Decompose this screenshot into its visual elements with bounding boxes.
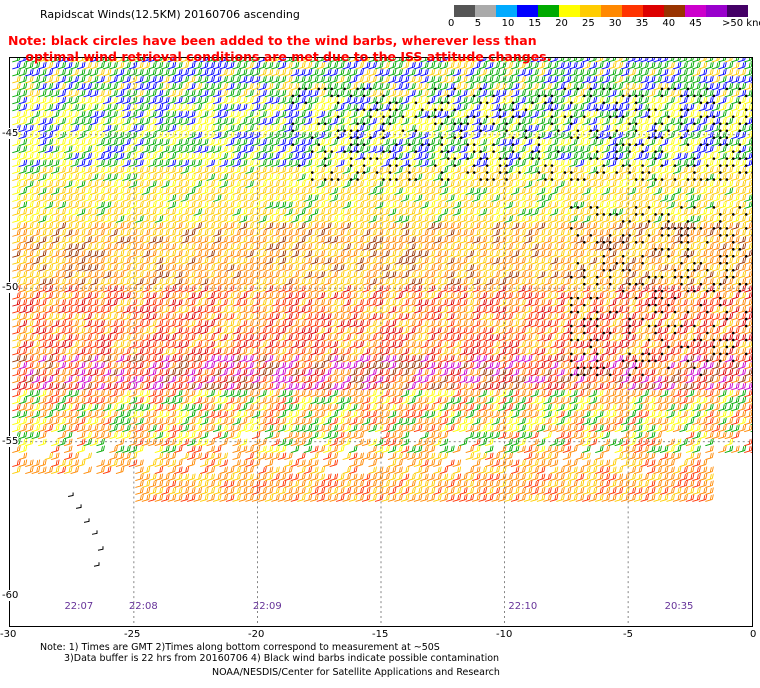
longitude-label: -25 — [124, 629, 141, 640]
colorbar-swatch — [475, 5, 496, 17]
credit-line: NOAA/NESDIS/Center for Satellite Applica… — [212, 667, 500, 678]
colorbar-label: 15 — [528, 18, 542, 29]
wind-barbs — [12, 58, 752, 567]
colorbar-label: >50 knots — [722, 18, 760, 29]
colorbar-swatch — [559, 5, 580, 17]
latitude-label: -55 — [2, 436, 19, 448]
colorbar-label: 40 — [662, 18, 676, 29]
attitude-note: Note: black circles have been added to t… — [8, 33, 551, 65]
colorbar-swatch — [454, 5, 475, 17]
note-line-2: optimal wind retrieval conditions are me… — [25, 49, 552, 64]
pass-time-label: 20:35 — [664, 601, 694, 612]
colorbar-swatch — [664, 5, 685, 17]
colorbar-label: 20 — [555, 18, 568, 29]
colorbar-label: 5 — [474, 18, 482, 29]
longitude-label: 0 — [750, 629, 757, 640]
colorbar-labels: 0 5 10 15 20 25 30 35 40 45 >50 knots — [448, 18, 760, 32]
colorbar-label: 45 — [689, 18, 702, 29]
pass-time-label: 22:09 — [252, 601, 282, 612]
pass-time-label: 22:08 — [128, 601, 158, 612]
footnote-line-2: 3)Data buffer is 22 hrs from 20160706 4)… — [64, 653, 500, 664]
latitude-label: -50 — [2, 282, 19, 294]
colorbar-label: 35 — [635, 18, 649, 29]
colorbar-swatch — [538, 5, 559, 17]
colorbar-swatch — [643, 5, 664, 17]
wind-speed-colorbar — [454, 5, 748, 19]
colorbar-label: 30 — [608, 18, 622, 29]
colorbar-label: 10 — [501, 18, 515, 29]
longitude-label: -15 — [372, 629, 389, 640]
longitude-label: -20 — [248, 629, 265, 640]
colorbar-swatch — [706, 5, 727, 17]
longitude-label: -5 — [623, 629, 633, 640]
colorbar-label: 25 — [582, 18, 595, 29]
colorbar-swatch — [517, 5, 538, 17]
latitude-label: -45 — [2, 128, 19, 140]
note-line-1: Note: black circles have been added to t… — [8, 33, 537, 48]
footnote-line-1: Note: 1) Times are GMT 2)Times along bot… — [40, 642, 440, 653]
colorbar-swatch — [622, 5, 643, 17]
colorbar-swatch — [727, 5, 748, 17]
colorbar-swatch — [496, 5, 517, 17]
colorbar-swatch — [601, 5, 622, 17]
latitude-label: -60 — [2, 590, 19, 602]
longitude-label: -30 — [0, 629, 17, 640]
longitude-label: -10 — [496, 629, 513, 640]
colorbar-swatch — [580, 5, 601, 17]
colorbar-label: 0 — [448, 18, 455, 29]
colorbar-swatch — [685, 5, 706, 17]
product-title: Rapidscat Winds(12.5KM) 20160706 ascendi… — [40, 8, 300, 21]
wind-barb-map — [9, 57, 753, 627]
pass-time-label: 22:10 — [508, 601, 538, 612]
pass-time-label: 22:07 — [64, 601, 94, 612]
